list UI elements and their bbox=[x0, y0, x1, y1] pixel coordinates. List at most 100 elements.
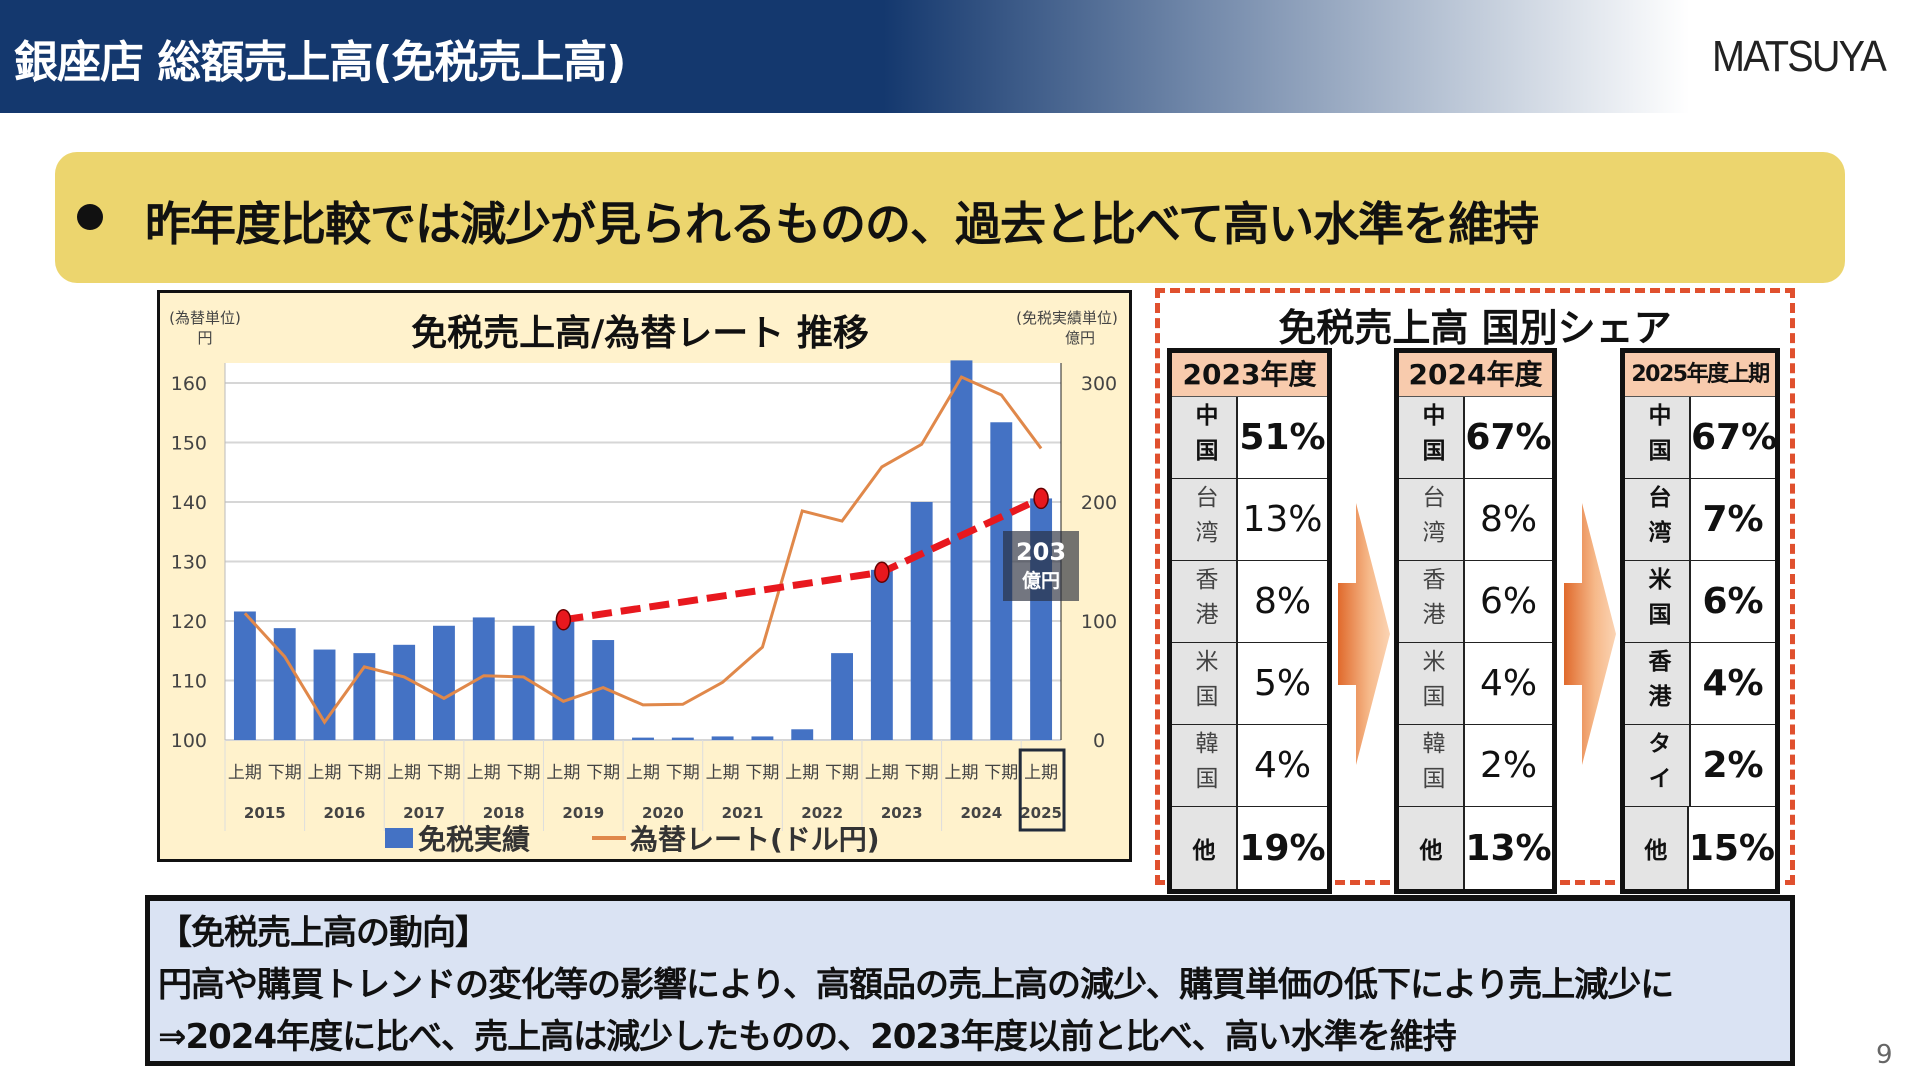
country-label: 他 bbox=[1399, 807, 1465, 889]
share-table-2024年度: 2024年度 中国 67% 台湾 8% 香港 6% 米国 4% 韓国 2% 他 13% bbox=[1394, 348, 1557, 894]
share-value: 13% bbox=[1242, 499, 1323, 540]
country-label: 中国 bbox=[1625, 397, 1691, 478]
year-label: 2019 bbox=[562, 804, 604, 822]
legend-bar-label: 免税実績 bbox=[418, 823, 530, 856]
share-value: 4% bbox=[1253, 745, 1312, 786]
bar-下期 bbox=[433, 625, 455, 740]
share-value: 2% bbox=[1479, 745, 1538, 786]
callout-box bbox=[1003, 531, 1079, 601]
country-label: 米国 bbox=[1172, 643, 1238, 724]
share-value: 8% bbox=[1479, 499, 1538, 540]
summary-heading: 【免税売上高の動向】 bbox=[158, 913, 489, 953]
country-label: 他 bbox=[1625, 807, 1689, 889]
share-row: 中国 67% bbox=[1625, 397, 1778, 479]
bar-下期 bbox=[671, 737, 694, 740]
share-table-2023年度: 2023年度 中国 51% 台湾 13% 香港 8% 米国 5% 韓国 4% 他 19% bbox=[1167, 348, 1332, 894]
country-label: 香港 bbox=[1172, 561, 1238, 642]
callout-value: 203 bbox=[1016, 538, 1066, 566]
key-message-text: 昨年度比較では減少が見られるものの、過去と比べて高い水準を維持 bbox=[145, 197, 1539, 251]
callout-unit: 億円 bbox=[1022, 569, 1060, 592]
share-row: タイ 2% bbox=[1625, 725, 1775, 807]
share-table-header: 2025年度上期 bbox=[1625, 353, 1775, 397]
share-row: 中国 51% bbox=[1172, 397, 1327, 479]
trend-point bbox=[555, 609, 572, 631]
half-label: 下期 bbox=[825, 763, 859, 783]
header-bar: 銀座店 総額売上高(免税売上高) MATSUYA bbox=[0, 0, 1920, 113]
share-row: 韓国 2% bbox=[1399, 725, 1552, 807]
half-label: 上期 bbox=[387, 763, 421, 783]
half-label: 下期 bbox=[984, 763, 1018, 783]
share-row: 韓国 4% bbox=[1172, 725, 1327, 807]
trend-point bbox=[874, 561, 890, 583]
share-table-2025年度上期: 2025年度上期 中国 67% 台湾 7% 米国 6% 香港 4% タイ 2% 他 15% bbox=[1620, 348, 1780, 894]
country-label: タイ bbox=[1625, 725, 1691, 806]
country-label: 米国 bbox=[1625, 561, 1691, 642]
summary-line-2: ⇒2024年度に比べ、売上高は減少したものの、2023年度以前と比べ、高い水準を… bbox=[158, 1017, 1457, 1057]
left-axis-unit: (為替単位) bbox=[169, 309, 241, 327]
share-row: 米国 4% bbox=[1399, 643, 1552, 725]
left-axis-unit: 円 bbox=[197, 329, 212, 347]
share-title: 免税売上高 国別シェア bbox=[1278, 306, 1672, 350]
share-row: 他 13% bbox=[1399, 807, 1552, 889]
share-value: 6% bbox=[1479, 581, 1538, 622]
half-label: 上期 bbox=[228, 763, 262, 783]
bar-下期 bbox=[512, 625, 535, 740]
half-label: 下期 bbox=[745, 763, 779, 783]
bar-下期 bbox=[273, 628, 296, 740]
country-share-panel: 免税売上高 国別シェア 2023年度 中国 51% 台湾 13% 香港 8% 米国 5% 韓国 4%… bbox=[1155, 288, 1795, 894]
share-value: 19% bbox=[1239, 827, 1326, 869]
country-label: 香港 bbox=[1625, 643, 1691, 724]
right-tick-label: 0 bbox=[1093, 730, 1105, 752]
left-tick-label: 110 bbox=[171, 671, 207, 693]
country-label: 中国 bbox=[1172, 397, 1238, 478]
bar-下期 bbox=[910, 502, 933, 740]
bar-上期 bbox=[711, 736, 734, 740]
year-label: 2025 bbox=[1020, 804, 1062, 822]
half-label: 下期 bbox=[347, 763, 381, 783]
share-row: 台湾 7% bbox=[1625, 479, 1775, 561]
share-value: 13% bbox=[1465, 827, 1552, 869]
year-label: 2021 bbox=[722, 804, 764, 822]
half-label: 上期 bbox=[308, 763, 342, 783]
share-value: 67% bbox=[1691, 417, 1778, 458]
country-label: 香港 bbox=[1399, 561, 1465, 642]
half-label: 上期 bbox=[785, 763, 819, 783]
half-label: 上期 bbox=[546, 763, 580, 783]
right-tick-label: 300 bbox=[1081, 373, 1117, 395]
country-label: 他 bbox=[1172, 807, 1238, 889]
share-row: 他 19% bbox=[1172, 807, 1327, 889]
right-axis-unit: 億円 bbox=[1065, 329, 1095, 347]
country-label: 台湾 bbox=[1625, 479, 1691, 560]
arrow-right-icon bbox=[1564, 503, 1616, 765]
half-label: 下期 bbox=[586, 763, 620, 783]
share-value: 4% bbox=[1702, 663, 1764, 704]
right-tick-label: 100 bbox=[1081, 611, 1117, 633]
half-label: 上期 bbox=[944, 763, 978, 783]
share-row: 中国 67% bbox=[1399, 397, 1552, 479]
bar-上期 bbox=[870, 569, 893, 740]
year-label: 2017 bbox=[403, 804, 445, 822]
arrow-right-icon bbox=[1338, 503, 1390, 765]
share-value: 67% bbox=[1465, 417, 1552, 458]
share-value: 8% bbox=[1253, 581, 1312, 622]
left-tick-label: 160 bbox=[171, 373, 207, 395]
matsuya-logo: MATSUYA bbox=[1712, 32, 1887, 81]
bar-上期 bbox=[950, 360, 973, 740]
country-label: 米国 bbox=[1399, 643, 1465, 724]
bar-下期 bbox=[831, 653, 853, 740]
share-row: 米国 6% bbox=[1625, 561, 1775, 643]
legend-line-label: 為替レート(ドル円) bbox=[630, 823, 880, 856]
trend-point bbox=[1033, 487, 1049, 510]
country-label: 韓国 bbox=[1172, 725, 1238, 806]
bar-下期 bbox=[592, 640, 615, 740]
year-label: 2015 bbox=[244, 804, 286, 822]
share-row: 米国 5% bbox=[1172, 643, 1327, 725]
bar-下期 bbox=[751, 736, 774, 740]
share-row: 香港 6% bbox=[1399, 561, 1552, 643]
half-label: 上期 bbox=[1024, 763, 1058, 783]
share-row: 台湾 8% bbox=[1399, 479, 1552, 561]
summary-box: 【免税売上高の動向】 円高や購買トレンドの変化等の影響により、高額品の売上高の減… bbox=[145, 895, 1795, 1066]
share-value: 6% bbox=[1702, 581, 1764, 622]
half-label: 上期 bbox=[706, 763, 740, 783]
legend-bar-swatch bbox=[385, 828, 413, 848]
